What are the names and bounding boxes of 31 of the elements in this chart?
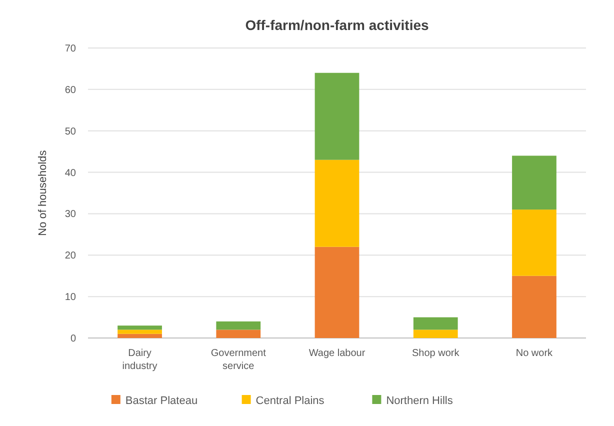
- bar: [413, 317, 458, 330]
- bar: [512, 276, 556, 338]
- y-axis-title: No of households: [37, 150, 49, 236]
- bar: [118, 326, 162, 330]
- bar: [314, 160, 360, 247]
- legend-label: Central Plains: [256, 394, 325, 407]
- bar: [216, 321, 261, 330]
- bar: [314, 72, 360, 160]
- y-tick-label: 10: [64, 292, 76, 304]
- y-tick-label: 70: [64, 44, 76, 54]
- bar: [118, 334, 162, 338]
- x-tick-label: Shop work: [412, 348, 460, 359]
- y-tick-label: 30: [64, 209, 76, 220]
- legend-label: Bastar Plateau: [125, 394, 198, 407]
- bar: [314, 246, 360, 338]
- bar: [512, 210, 556, 276]
- y-tick-label: 0: [70, 334, 76, 344]
- x-tick-label: No work: [516, 348, 554, 359]
- bar: [216, 330, 261, 338]
- legend-label: Northern Hills: [386, 394, 454, 407]
- y-tick-label: 40: [64, 168, 76, 179]
- bar: [118, 330, 162, 334]
- chart-title: Off-farm/non-farm activities: [245, 17, 430, 33]
- y-tick-label: 60: [64, 84, 76, 96]
- y-tick-label: 20: [64, 250, 76, 262]
- y-tick-label: 50: [64, 126, 76, 138]
- bar: [512, 156, 556, 210]
- x-tick-label: Government service: [210, 348, 266, 372]
- x-tick-label: Wage labour: [308, 348, 366, 359]
- bar: [413, 330, 458, 338]
- x-tick-label: Dairy industry: [122, 348, 158, 372]
